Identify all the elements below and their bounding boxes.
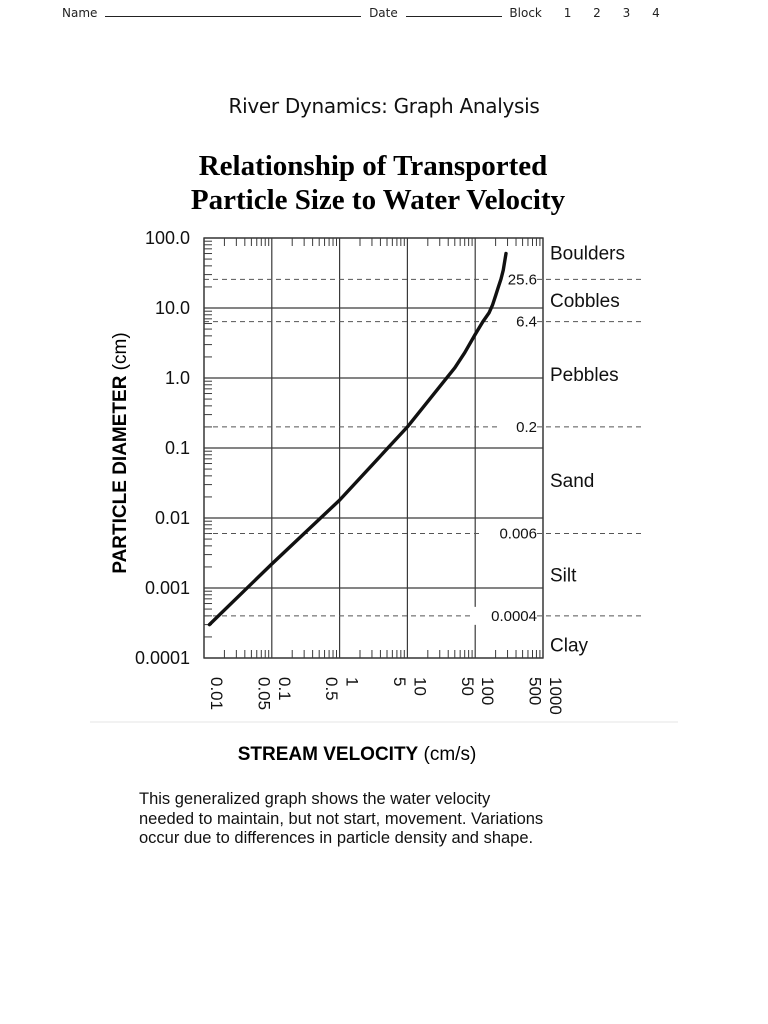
x-axis-label: STREAM VELOCITY (cm/s): [238, 744, 477, 765]
boundary-label-bg: [482, 524, 533, 543]
y-tick-label: 0.001: [145, 578, 190, 598]
boundary-value-label: 0.0004: [491, 608, 537, 625]
worksheet-title: River Dynamics: Graph Analysis: [228, 94, 540, 118]
y-axis-label: PARTICLE DIAMETER (cm): [110, 332, 131, 573]
velocity-size-curve: [207, 251, 508, 627]
y-tick-labels: 100.0 10.0 1.0 0.1 0.01 0.001 0.0001: [135, 228, 190, 668]
boundary-label-bg: [499, 417, 533, 436]
particle-class-label: Cobbles: [550, 291, 620, 312]
date-label: Date: [369, 6, 398, 20]
boundary-label-bg: [474, 606, 533, 625]
chart-caption: This generalized graph shows the water v…: [139, 790, 599, 849]
minor-tick-marks: [204, 238, 541, 658]
plot-frame: [203, 237, 544, 659]
y-tick-label: 1.0: [165, 368, 190, 388]
name-blank[interactable]: [105, 6, 362, 17]
block-label: Block: [509, 6, 542, 20]
x-tick-label: 0.01: [207, 677, 226, 710]
caption-line-1: This generalized graph shows the water v…: [139, 790, 491, 808]
x-tick-label: 1000: [546, 677, 565, 715]
y-tick-label: 0.01: [155, 508, 190, 528]
x-tick-label: 10: [410, 677, 429, 696]
block-option-2[interactable]: 2: [593, 6, 601, 20]
x-axis-label-main: STREAM VELOCITY: [238, 744, 419, 765]
boundary-label-bg: [499, 312, 533, 331]
x-tick-label: 0.1: [275, 677, 294, 701]
particle-class-label: Silt: [550, 566, 577, 587]
plot-border: [203, 237, 544, 659]
chart-title-line-1: Relationship of Transported: [199, 150, 548, 182]
particle-class-label: Sand: [550, 471, 594, 492]
block-option-4[interactable]: 4: [652, 6, 660, 20]
x-tick-labels: 0.01 0.05 0.1 0.5 1 5 10 50 100 500 1000: [207, 677, 565, 715]
block-option-3[interactable]: 3: [622, 6, 631, 20]
x-tick-label: 50: [458, 677, 477, 696]
y-tick-label: 0.0001: [135, 648, 190, 668]
caption-line-3: occur due to differences in particle den…: [139, 829, 534, 847]
x-tick-label: 500: [526, 677, 545, 705]
block-option-1[interactable]: 1: [563, 6, 572, 20]
x-tick-label: 5: [390, 677, 409, 686]
y-axis-label-main: PARTICLE DIAMETER: [110, 375, 131, 573]
boundary-value-label: 0.006: [499, 526, 537, 543]
block-options: 1 2 3 4: [546, 6, 660, 20]
x-tick-label: 0.5: [322, 677, 341, 701]
series-group: [207, 251, 508, 627]
y-tick-label: 100.0: [145, 228, 190, 248]
y-axis-label-unit: (cm): [110, 332, 131, 375]
chart-title-line-2: Particle Size to Water Velocity: [191, 184, 566, 216]
x-tick-label: 100: [478, 677, 497, 705]
boundary-value-label: 0.2: [516, 419, 537, 436]
date-blank[interactable]: [405, 6, 502, 17]
particle-class-labels: Boulders Cobbles Pebbles Sand Silt Clay: [550, 244, 625, 657]
boundary-value-label: 6.4: [516, 314, 537, 331]
particle-class-label: Boulders: [550, 244, 625, 265]
boundary-value-label: 25.6: [508, 271, 537, 288]
caption-line-2: needed to maintain, but not start, movem…: [139, 809, 544, 828]
x-tick-label: 0.05: [254, 677, 273, 710]
particle-class-label: Pebbles: [550, 365, 619, 386]
y-tick-label: 10.0: [155, 298, 190, 318]
x-axis-label-unit: (cm/s): [418, 744, 476, 765]
particle-class-label: Clay: [550, 636, 589, 657]
x-tick-label: 1: [343, 677, 362, 686]
y-tick-label: 0.1: [165, 438, 190, 458]
worksheet-header: Name Date Block 1 2 3 4: [62, 6, 660, 20]
class-boundaries: 25.6 6.4 0.2 0.006 0.0004: [204, 270, 642, 625]
name-label: Name: [62, 6, 98, 20]
